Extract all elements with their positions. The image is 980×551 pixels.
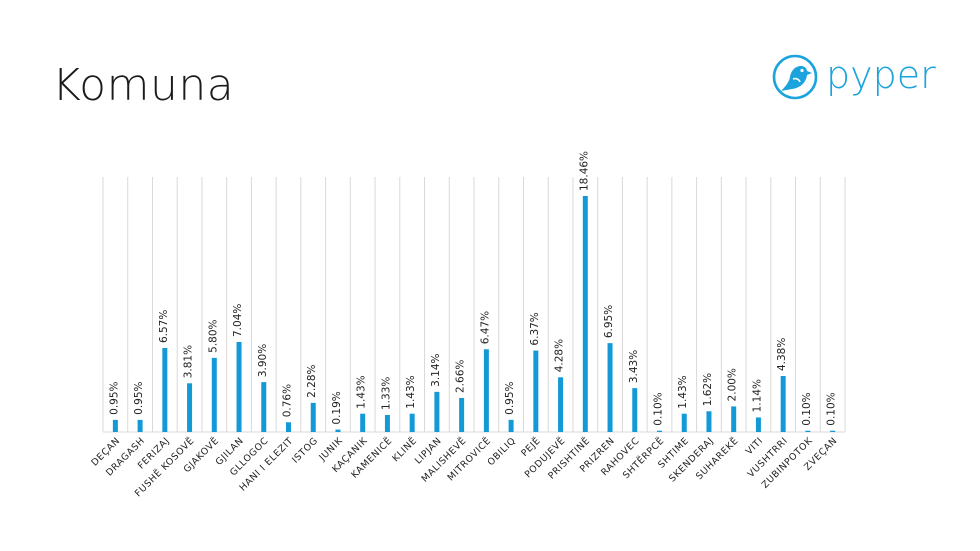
data-label: 1.33%	[380, 377, 392, 410]
data-label: 0.19%	[331, 391, 343, 424]
data-label: 6.57%	[158, 310, 170, 343]
bar	[261, 382, 267, 432]
bar	[137, 419, 143, 432]
category-label: VITI	[744, 435, 766, 457]
data-label: 3.90%	[257, 344, 269, 377]
category-label: ISTOG	[290, 435, 320, 465]
data-label: 0.95%	[108, 381, 120, 414]
logo-text: pyper	[826, 53, 936, 97]
data-label: 5.80%	[207, 319, 219, 352]
bar	[236, 341, 242, 432]
bar	[582, 196, 588, 432]
data-label: 4.38%	[776, 338, 788, 371]
pyper-logo: pyper	[770, 52, 936, 106]
data-label: 7.04%	[232, 304, 244, 337]
bar	[558, 377, 564, 432]
bar	[360, 413, 366, 432]
data-label: 2.28%	[306, 364, 318, 397]
data-label: 0.95%	[133, 381, 145, 414]
page-title: Komuna	[52, 60, 235, 111]
bar	[187, 383, 193, 432]
bar	[632, 388, 638, 432]
bar	[657, 430, 662, 432]
bar	[409, 413, 415, 432]
data-label: 2.66%	[455, 360, 467, 393]
bar	[459, 397, 465, 432]
bar	[162, 348, 168, 432]
bar	[310, 402, 316, 432]
bar	[335, 429, 341, 432]
bar	[607, 343, 613, 432]
data-label: 1.43%	[405, 375, 417, 408]
bar	[112, 419, 118, 432]
data-label: 0.10%	[826, 392, 838, 425]
data-label: 0.95%	[504, 381, 516, 414]
bar	[755, 417, 761, 432]
data-label: 1.43%	[356, 375, 368, 408]
data-label: 2.00%	[727, 368, 739, 401]
bar	[780, 376, 786, 432]
bar	[508, 419, 514, 432]
bar	[830, 430, 836, 432]
data-label: 1.14%	[751, 379, 763, 412]
bar	[731, 406, 737, 432]
bar	[211, 357, 217, 432]
bar	[483, 349, 489, 432]
data-label: 18.46%	[578, 151, 590, 191]
bar	[805, 430, 811, 432]
data-label: 3.14%	[430, 353, 442, 386]
data-label: 6.47%	[479, 311, 491, 344]
data-label: 3.81%	[183, 345, 195, 378]
bar	[384, 414, 390, 432]
data-label: 3.43%	[628, 350, 640, 383]
bar	[681, 413, 687, 432]
bar	[286, 422, 291, 432]
data-label: 1.62%	[702, 373, 714, 406]
data-label: 1.43%	[677, 375, 689, 408]
data-label: 0.10%	[801, 392, 813, 425]
data-label: 0.10%	[653, 392, 665, 425]
data-label: 6.95%	[603, 305, 615, 338]
data-label: 6.37%	[529, 312, 541, 345]
bar	[706, 411, 712, 432]
bird-icon	[770, 52, 820, 106]
bar	[434, 391, 440, 432]
data-label: 0.76%	[282, 384, 294, 417]
bar	[533, 350, 539, 432]
data-label: 4.28%	[554, 339, 566, 372]
